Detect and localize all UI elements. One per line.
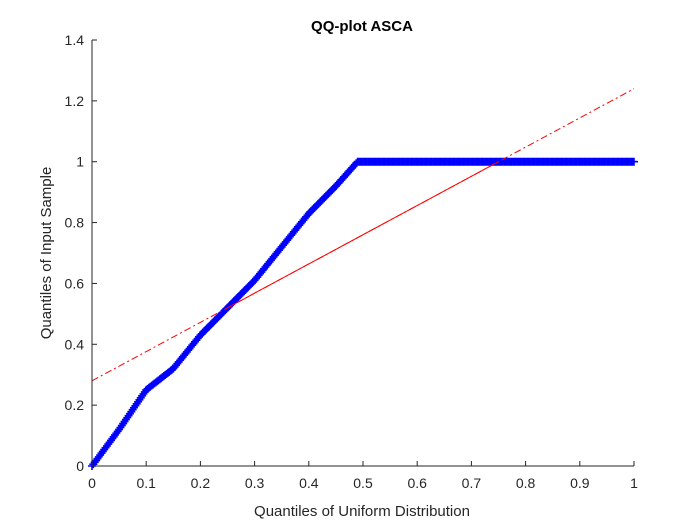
y-axis-label: Quantiles of Input Sample xyxy=(38,167,55,340)
x-tick-label: 0.7 xyxy=(462,475,482,491)
plot-area xyxy=(88,88,638,470)
x-tick-label: 0.8 xyxy=(516,475,536,491)
y-tick-label: 1.4 xyxy=(65,32,85,48)
y-tick-label: 0.2 xyxy=(65,397,85,413)
chart-title: QQ-plot ASCA xyxy=(311,18,413,35)
y-tick-label: 0.4 xyxy=(65,336,85,352)
x-tick-label: 0.5 xyxy=(353,475,373,491)
x-tick-label: 0.2 xyxy=(191,475,211,491)
x-tick-label: 0.1 xyxy=(136,475,156,491)
y-tick-label: 1 xyxy=(76,154,84,170)
x-axis-label: Quantiles of Uniform Distribution xyxy=(254,503,470,520)
x-tick-label: 0 xyxy=(88,475,96,491)
axes: 0 0.1 0.2 0.3 0.4 0.5 0.6 0.7 0.8 0.9 1 0 0.2 0.4 0.6 0… xyxy=(65,32,639,491)
reference-line-dashdot xyxy=(91,88,635,382)
x-tick-label: 1 xyxy=(630,475,638,491)
y-tick-label: 1.2 xyxy=(65,93,85,109)
y-tick-label: 0.6 xyxy=(65,275,85,291)
sample-markers xyxy=(88,157,638,470)
x-tick-label: 0.9 xyxy=(570,475,590,491)
y-tick-label: 0.8 xyxy=(65,215,85,231)
x-tick-label: 0.3 xyxy=(245,475,265,491)
y-tick-label: 0 xyxy=(76,458,84,474)
x-tick-label: 0.4 xyxy=(299,475,319,491)
sample-point xyxy=(630,157,638,166)
x-tick-label: 0.6 xyxy=(407,475,427,491)
